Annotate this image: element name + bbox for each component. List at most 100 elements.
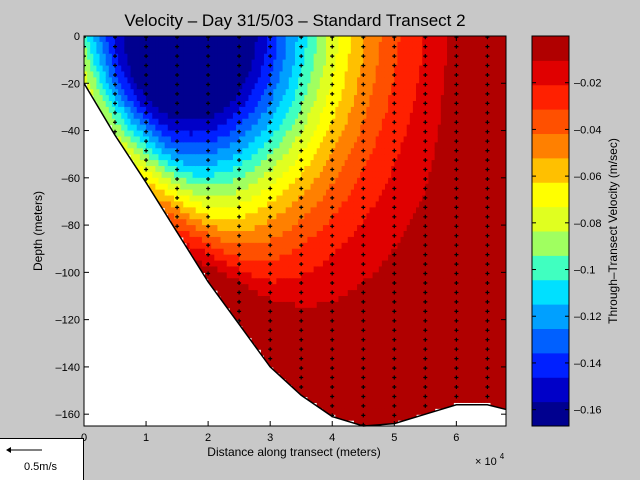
velocity-cell (313, 254, 318, 262)
velocity-cell (350, 242, 355, 250)
velocity-cell (400, 166, 405, 173)
velocity-cell (322, 272, 327, 279)
velocity-cell (232, 219, 237, 226)
velocity-cell (189, 47, 194, 55)
velocity-cell (273, 142, 277, 149)
velocity-cell (189, 89, 194, 96)
velocity-cell (301, 372, 305, 380)
velocity-cell (363, 378, 367, 386)
velocity-cell (347, 278, 352, 285)
velocity-cell (313, 313, 318, 321)
velocity-cell (223, 254, 228, 262)
velocity-cell (236, 83, 240, 90)
velocity-cell (381, 331, 386, 338)
velocity-cell (177, 189, 181, 197)
velocity-cell (360, 36, 364, 43)
velocity-cell (304, 313, 309, 321)
velocity-cell (394, 189, 398, 197)
velocity-cell (307, 171, 312, 179)
velocity-cell (326, 242, 330, 250)
velocity-cell (335, 83, 340, 90)
velocity-cell (381, 213, 386, 220)
velocity-cell (285, 366, 290, 374)
velocity-cell (223, 242, 228, 250)
velocity-cell (304, 254, 309, 262)
velocity-cell (273, 301, 277, 309)
velocity-cell (403, 130, 408, 138)
velocity-cell (391, 313, 395, 321)
velocity-cell (298, 207, 302, 214)
velocity-cell (115, 41, 119, 49)
velocity-cell (298, 195, 302, 203)
velocity-cell (276, 290, 281, 297)
velocity-cell (357, 272, 361, 279)
velocity-cell (251, 296, 256, 303)
velocity-cell (208, 112, 212, 120)
velocity-cell (326, 53, 330, 61)
velocity-cell (322, 361, 327, 368)
velocity-cell (279, 307, 284, 315)
velocity-cell (254, 254, 259, 262)
velocity-cell (248, 77, 253, 84)
velocity-cell (416, 36, 420, 43)
velocity-cell (313, 325, 318, 333)
velocity-cell (378, 36, 383, 43)
velocity-cell (329, 361, 333, 368)
velocity-cell (270, 160, 274, 167)
velocity-cell (363, 331, 367, 338)
velocity-cell (384, 41, 389, 49)
velocity-cell (403, 36, 408, 43)
velocity-cell (223, 160, 228, 167)
velocity-cell (369, 166, 374, 173)
velocity-cell (397, 414, 402, 421)
velocity-cell (409, 183, 414, 191)
velocity-cell (295, 36, 299, 43)
velocity-cell (369, 160, 374, 167)
velocity-cell (118, 47, 122, 55)
velocity-cell (403, 142, 408, 149)
velocity-cell (205, 160, 209, 167)
velocity-cell (254, 266, 259, 273)
velocity-cell (304, 148, 309, 155)
velocity-cell (335, 177, 340, 185)
velocity-cell (118, 136, 122, 143)
velocity-cell (87, 59, 91, 67)
velocity-cell (409, 260, 414, 268)
velocity-cell (384, 420, 389, 426)
velocity-cell (375, 236, 380, 244)
velocity-cell (394, 331, 398, 338)
velocity-cell (397, 313, 402, 321)
velocity-cell (416, 290, 420, 297)
velocity-cell (369, 83, 374, 90)
velocity-cell (322, 136, 327, 143)
velocity-cell (155, 112, 160, 120)
velocity-cell (279, 248, 284, 256)
velocity-cell (322, 231, 327, 238)
velocity-cell (198, 101, 203, 108)
velocity-cell (344, 183, 349, 191)
velocity-cell (220, 142, 225, 149)
velocity-cell (127, 71, 132, 78)
velocity-cell (375, 290, 380, 297)
velocity-cell (369, 366, 374, 374)
velocity-cell (226, 101, 231, 108)
velocity-cell (205, 136, 209, 143)
velocity-cell (127, 59, 132, 67)
velocity-cell (381, 101, 386, 108)
velocity-cell (149, 106, 153, 114)
velocity-cell (220, 36, 225, 43)
velocity-cell (335, 59, 340, 67)
velocity-cell (301, 124, 305, 132)
velocity-cell (295, 325, 299, 333)
velocity-cell (369, 414, 374, 421)
velocity-cell (149, 71, 153, 78)
velocity-cell (217, 266, 222, 273)
velocity-cell (276, 183, 281, 191)
velocity-cell (378, 65, 383, 73)
velocity-cell (254, 36, 259, 43)
velocity-cell (360, 136, 364, 143)
velocity-cell (400, 53, 405, 61)
velocity-cell (118, 130, 122, 138)
velocity-cell (384, 219, 389, 226)
velocity-cell (391, 372, 395, 380)
